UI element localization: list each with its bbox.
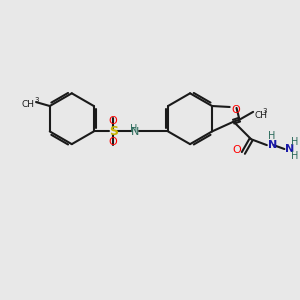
Text: N: N xyxy=(285,144,295,154)
Text: H: H xyxy=(291,137,298,147)
Text: CH: CH xyxy=(254,111,267,120)
Text: O: O xyxy=(232,105,240,115)
Text: S: S xyxy=(109,125,118,138)
Text: O: O xyxy=(108,137,117,147)
Text: H: H xyxy=(130,124,138,134)
Text: H: H xyxy=(268,131,275,141)
Text: 3: 3 xyxy=(263,108,267,114)
Text: H: H xyxy=(291,151,298,161)
Text: N: N xyxy=(131,128,139,137)
Text: 3: 3 xyxy=(34,97,39,103)
Text: O: O xyxy=(108,116,117,126)
Text: CH: CH xyxy=(21,100,34,109)
Text: O: O xyxy=(233,145,242,155)
Text: N: N xyxy=(268,140,277,150)
